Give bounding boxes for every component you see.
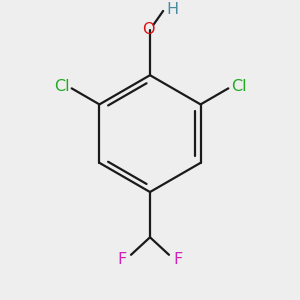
- Text: Cl: Cl: [231, 80, 246, 94]
- Text: F: F: [117, 252, 127, 267]
- Text: O: O: [142, 22, 155, 38]
- Text: F: F: [173, 252, 183, 267]
- Text: H: H: [166, 2, 178, 17]
- Text: Cl: Cl: [54, 80, 69, 94]
